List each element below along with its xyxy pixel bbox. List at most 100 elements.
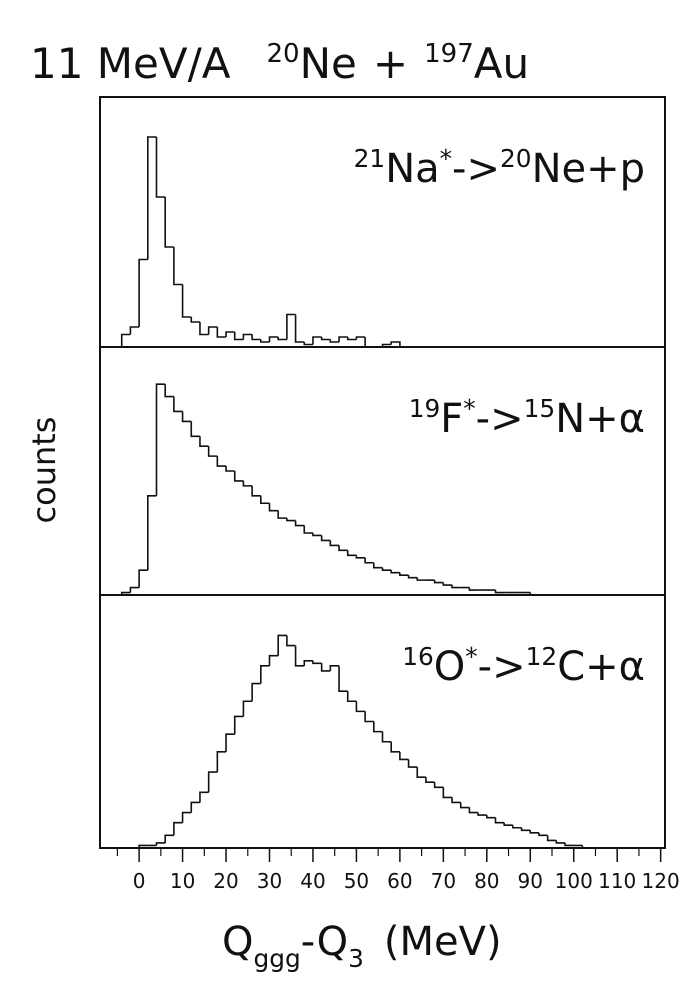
histogram-bin: [364, 337, 374, 348]
histogram-bin: [364, 711, 374, 723]
histogram-bin: [181, 411, 192, 423]
histogram-bin: [355, 555, 366, 559]
histogram-bin: [546, 835, 557, 842]
histogram-bin: [173, 247, 183, 286]
histogram-bin: [242, 700, 253, 717]
histogram-bin: [181, 811, 192, 823]
histogram-bin: [268, 503, 279, 512]
histogram-bin: [416, 577, 426, 581]
histogram-bin: [373, 721, 383, 733]
histogram-bin: [207, 326, 218, 335]
histogram-bin: [433, 580, 444, 584]
chart-title-part: Au: [474, 39, 529, 88]
panel-frame: [99, 594, 666, 849]
histogram-bin: [242, 333, 253, 340]
histogram-bin: [312, 660, 322, 665]
histogram-bin: [260, 665, 270, 684]
histogram-bin: [312, 336, 322, 345]
chart-title-part: Ne: [300, 39, 357, 88]
histogram-bin: [390, 341, 401, 347]
histogram-bin: [277, 510, 287, 519]
histogram-bin: [207, 446, 218, 457]
histogram-bin: [503, 822, 513, 827]
x-axis-label-part: -Q: [301, 919, 348, 965]
histogram-bin: [581, 845, 592, 849]
histogram-bin: [468, 807, 479, 814]
panel-label-part: 15: [524, 394, 556, 423]
panel-label-part: Na: [385, 146, 439, 192]
histogram-bin: [512, 825, 522, 829]
histogram-bin: [233, 332, 244, 341]
histogram-bin: [216, 327, 227, 338]
histogram-bin: [459, 802, 470, 809]
histogram-bin: [251, 485, 261, 497]
histogram-bin: [346, 337, 357, 341]
x-tick-label: 50: [344, 869, 369, 893]
histogram-bin: [260, 495, 270, 505]
histogram-bin: [181, 284, 192, 318]
x-tick-label: 10: [170, 869, 195, 893]
histogram-bin: [303, 659, 313, 666]
x-axis-label-part: Q: [222, 919, 253, 965]
histogram-bin: [390, 570, 400, 574]
histogram-bin: [294, 520, 305, 527]
histogram-bin: [268, 654, 279, 666]
histogram-bin: [286, 518, 296, 522]
x-tick-label: 110: [598, 869, 636, 893]
histogram-bin: [190, 421, 200, 438]
panel-label: 16O*->12C+α: [402, 642, 645, 690]
histogram-bin: [207, 771, 218, 793]
histogram-bin: [225, 466, 235, 472]
histogram-bin: [407, 759, 418, 768]
chart-title-part: 11 MeV/A: [30, 39, 231, 88]
histogram-bin: [346, 550, 357, 557]
histogram-bin: [355, 336, 366, 340]
histogram-bin: [442, 787, 453, 799]
histogram-bin: [364, 557, 374, 564]
histogram-bin: [164, 384, 174, 398]
panel-frame: [99, 96, 666, 348]
histogram-bin: [164, 197, 174, 248]
histogram-bin: [242, 480, 253, 487]
histogram-bin: [138, 844, 148, 848]
panel-label-part: 19: [409, 394, 441, 423]
x-tick-label: 80: [474, 869, 499, 893]
histogram-bin: [190, 801, 200, 813]
histogram-bin: [199, 322, 209, 336]
panel-label-part: F: [440, 396, 463, 442]
histogram-bin: [494, 590, 505, 594]
histogram-bin: [233, 471, 244, 482]
histogram-bin: [468, 587, 479, 591]
histogram-bin: [251, 334, 261, 341]
histogram-bin: [381, 731, 392, 743]
x-tick-label: 30: [257, 869, 282, 893]
chart-title-part: 197: [424, 39, 474, 69]
histogram-bin: [225, 733, 235, 752]
panel-label-part: Ne+p: [532, 146, 645, 192]
chart-title: 11 MeV/A 20Ne +197Au: [30, 39, 529, 88]
panel-label: 21Na*->20Ne+p: [354, 144, 645, 192]
x-axis-label: Qggg-Q3 (MeV): [222, 919, 502, 973]
histogram-bin: [138, 569, 148, 588]
histogram-bin: [216, 751, 227, 773]
panel-label-part: 16: [402, 642, 434, 671]
histogram-bin: [173, 821, 183, 836]
histogram-bin: [564, 842, 574, 847]
histogram-bin: [381, 567, 392, 571]
histogram-bin: [329, 339, 340, 343]
x-axis-label-part: 3: [348, 944, 364, 973]
histogram-bin: [329, 540, 340, 547]
histogram-bin: [338, 336, 348, 342]
histogram-bin: [155, 383, 166, 496]
x-tick-label: 0: [133, 869, 146, 893]
panel-label-part: *: [465, 642, 477, 671]
histogram-bin: [277, 337, 287, 341]
histogram-bin: [433, 782, 444, 789]
histogram-bin: [416, 767, 426, 778]
histogram-bin: [303, 342, 313, 346]
panel-label-part: C+α: [557, 644, 645, 690]
histogram-bin: [294, 314, 305, 343]
histogram-bin: [451, 797, 461, 804]
histogram-bin: [320, 535, 331, 542]
